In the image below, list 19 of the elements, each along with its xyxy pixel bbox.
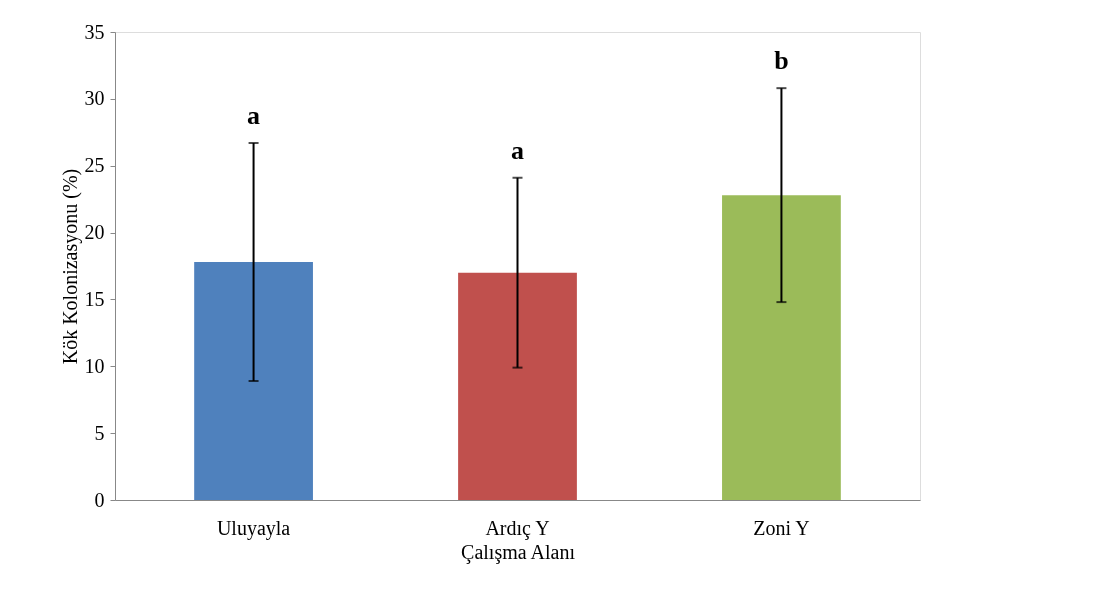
- annotation: a: [247, 100, 261, 130]
- x-axis-title: Çalışma Alanı: [461, 540, 576, 564]
- bar: [458, 272, 577, 500]
- y-tick-label: 20: [84, 221, 105, 244]
- y-tick-label: 35: [84, 20, 105, 43]
- annotation: b: [774, 46, 789, 76]
- annotation: a: [511, 135, 524, 165]
- y-tick-label: 15: [84, 287, 105, 310]
- y-tick-label: 25: [84, 154, 105, 177]
- x-tick-label: Ardıç Y: [485, 516, 550, 540]
- y-tick-label: 0: [94, 488, 105, 511]
- y-tick-label: 10: [84, 354, 105, 377]
- y-tick-label: 5: [94, 421, 105, 444]
- y-tick-label: 30: [84, 87, 105, 110]
- x-tick-label: Uluyayla: [216, 516, 291, 540]
- y-axis-title: Kök Kolonizasyonu (%): [58, 168, 82, 365]
- x-tick-label: Zoni Y: [753, 516, 810, 539]
- bar: [194, 261, 313, 500]
- bar: [722, 195, 841, 500]
